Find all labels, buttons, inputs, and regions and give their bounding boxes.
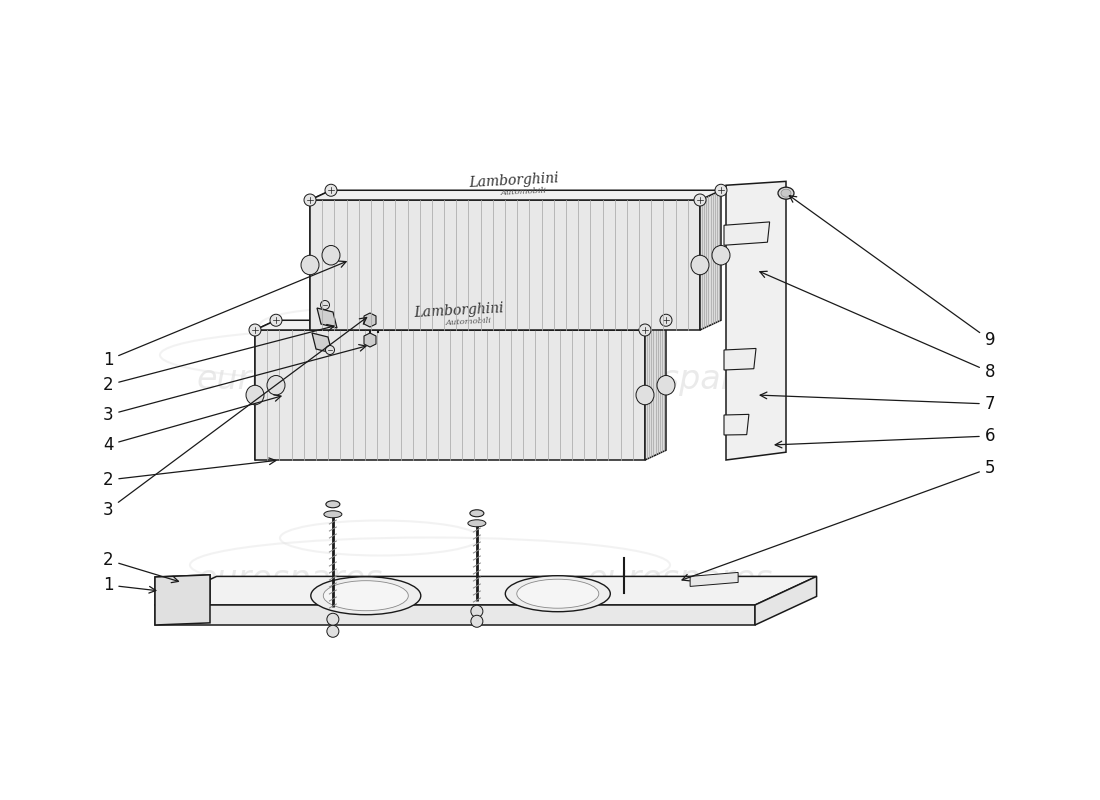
Text: Lamborghini: Lamborghini [468,172,559,190]
Ellipse shape [323,581,408,610]
Text: 3: 3 [102,318,366,519]
Polygon shape [364,313,376,327]
Polygon shape [724,414,749,435]
Circle shape [639,324,651,336]
Circle shape [304,194,316,206]
Polygon shape [364,333,376,347]
Ellipse shape [301,255,319,274]
Text: 8: 8 [760,271,996,381]
Ellipse shape [778,187,794,199]
Circle shape [326,346,334,354]
Polygon shape [310,200,700,330]
Polygon shape [724,222,770,246]
Circle shape [471,615,483,627]
Text: 2: 2 [102,325,334,394]
Polygon shape [155,576,816,605]
Circle shape [327,614,339,626]
Polygon shape [255,330,645,460]
Text: 1: 1 [102,576,156,594]
Text: Automobili: Automobili [446,317,492,327]
Text: 3: 3 [102,345,366,424]
Text: 6: 6 [776,427,996,448]
Polygon shape [317,308,337,328]
Ellipse shape [468,520,486,526]
Polygon shape [724,349,756,370]
Polygon shape [700,190,720,330]
Polygon shape [755,576,816,625]
Text: eurospares: eurospares [197,563,383,597]
Text: Lamborghini: Lamborghini [412,302,504,321]
Polygon shape [310,190,331,330]
Circle shape [249,324,261,336]
Text: Automobili: Automobili [500,187,547,198]
Ellipse shape [322,246,340,265]
Circle shape [270,314,282,326]
Ellipse shape [712,246,730,265]
Polygon shape [312,333,332,353]
Circle shape [327,626,339,638]
Circle shape [320,301,330,310]
Polygon shape [255,320,666,330]
Text: eurospares: eurospares [197,363,383,397]
Text: 5: 5 [682,459,996,581]
Text: 2: 2 [102,551,178,582]
Text: 7: 7 [760,392,996,413]
Ellipse shape [517,579,598,608]
Text: 1: 1 [102,261,346,369]
Polygon shape [155,605,755,625]
Ellipse shape [246,386,264,405]
Circle shape [324,184,337,196]
Text: 4: 4 [102,394,280,454]
Text: 2: 2 [102,458,276,489]
Ellipse shape [311,577,421,614]
Ellipse shape [470,510,484,517]
Text: 9: 9 [790,196,996,349]
Ellipse shape [326,501,340,508]
Ellipse shape [657,375,675,395]
Polygon shape [726,182,786,460]
Polygon shape [155,575,210,605]
Polygon shape [155,575,210,625]
Circle shape [694,194,706,206]
Ellipse shape [323,510,342,518]
Ellipse shape [505,576,611,612]
Polygon shape [645,320,665,460]
Ellipse shape [267,375,285,395]
Polygon shape [690,573,738,586]
Polygon shape [255,320,276,460]
Ellipse shape [781,189,791,197]
Text: eurospares: eurospares [586,363,773,397]
Polygon shape [310,190,720,200]
Circle shape [715,184,727,196]
Circle shape [660,314,672,326]
Circle shape [471,606,483,618]
Ellipse shape [636,386,654,405]
Text: eurospares: eurospares [586,563,773,597]
Ellipse shape [691,255,710,274]
